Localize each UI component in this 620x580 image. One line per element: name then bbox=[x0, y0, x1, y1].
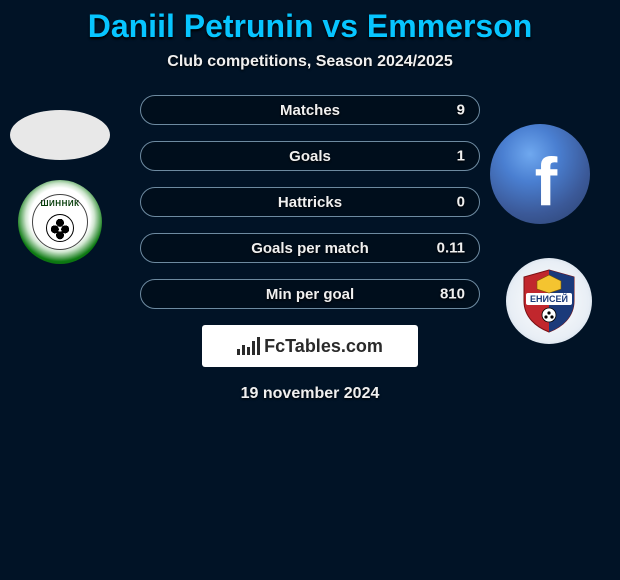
page-title: Daniil Petrunin vs Emmerson bbox=[0, 0, 620, 45]
stat-label: Matches bbox=[280, 102, 340, 119]
stat-right-value: 1 bbox=[457, 148, 465, 165]
stat-row: Goals per match 0.11 bbox=[140, 233, 480, 263]
stat-row: Goals 1 bbox=[140, 141, 480, 171]
stat-row: Hattricks 0 bbox=[140, 187, 480, 217]
stat-right-value: 0.11 bbox=[437, 240, 465, 257]
source-logo-card: FcTables.com bbox=[202, 325, 418, 367]
stat-right-value: 810 bbox=[440, 286, 465, 303]
stat-label: Min per goal bbox=[266, 286, 354, 303]
stat-row: Min per goal 810 bbox=[140, 279, 480, 309]
source-logo-text: FcTables.com bbox=[264, 336, 383, 357]
bar-chart-icon bbox=[237, 337, 260, 355]
stat-label: Hattricks bbox=[278, 194, 342, 211]
stat-label: Goals bbox=[289, 148, 331, 165]
stat-row: Matches 9 bbox=[140, 95, 480, 125]
stat-label: Goals per match bbox=[251, 240, 369, 257]
date-label: 19 november 2024 bbox=[0, 385, 620, 403]
stats-container: Matches 9 Goals 1 Hattricks 0 Goals per … bbox=[0, 95, 620, 309]
stat-right-value: 0 bbox=[457, 194, 465, 211]
subtitle: Club competitions, Season 2024/2025 bbox=[0, 53, 620, 71]
stat-right-value: 9 bbox=[457, 102, 465, 119]
